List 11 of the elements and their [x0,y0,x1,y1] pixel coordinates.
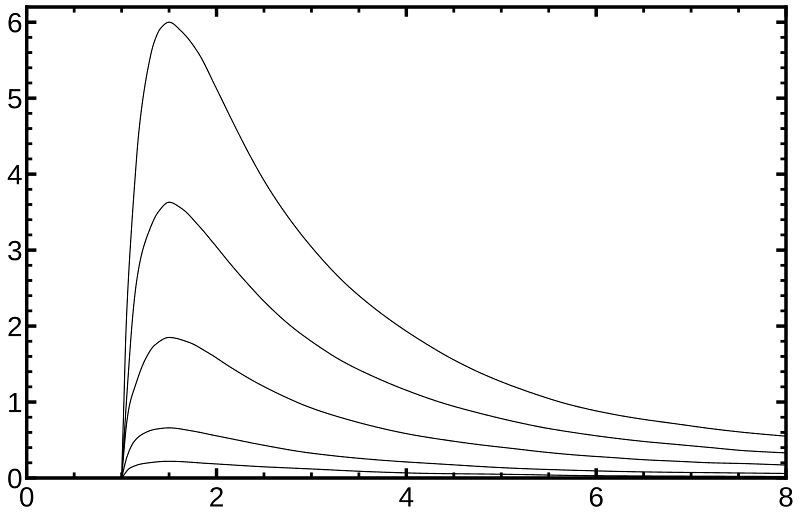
y-tick-label: 4 [8,165,22,184]
y-tick-label: 6 [8,12,22,33]
y-tick-label: 0 [8,468,22,488]
x-tick-label: 4 [399,487,414,506]
y-tick-label: 1 [9,392,22,412]
x-tick-label: 6 [590,487,603,507]
y-tick-label: 5 [8,89,22,108]
y-tick-label: 3 [8,240,22,260]
x-tick-label: 8 [779,487,793,507]
x-tick-label: 2 [210,487,223,506]
y-tick-label: 2 [8,316,22,336]
